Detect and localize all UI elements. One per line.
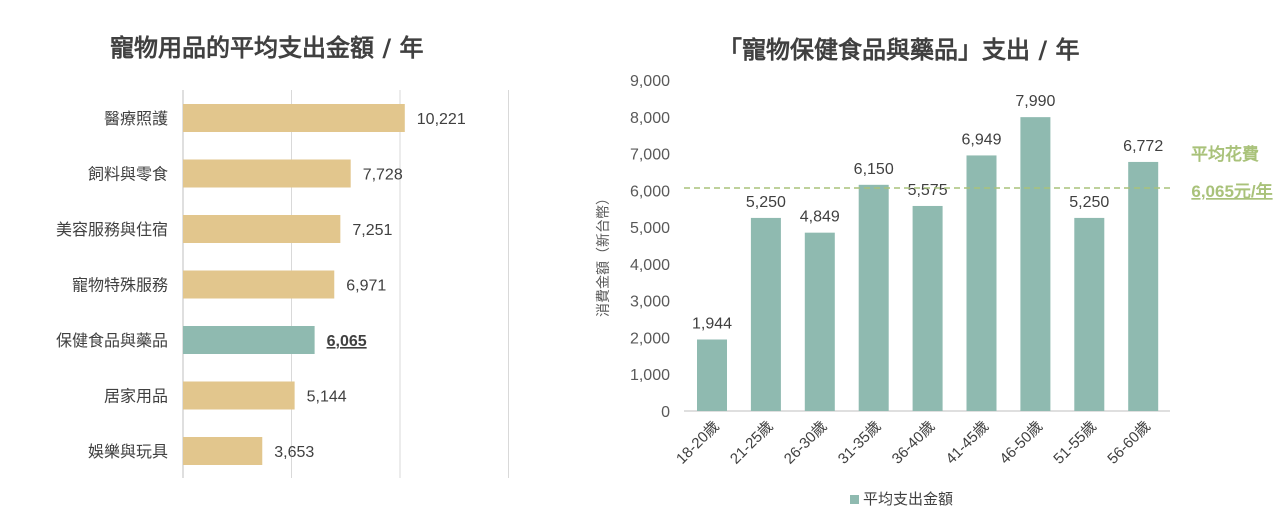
left-category-label: 飼料與零食 <box>88 166 168 184</box>
right-bar <box>1020 117 1051 411</box>
right-value-label: 6,150 <box>854 161 894 178</box>
right-ytick-label: 2,000 <box>630 330 670 347</box>
right-ytick-label: 9,000 <box>630 73 670 90</box>
right-ytick-label: 6,000 <box>630 183 670 200</box>
right-category-label: 36-40歲 <box>889 418 939 468</box>
left-bar <box>183 270 335 299</box>
left-bar <box>183 159 351 188</box>
left-value-label-highlight: 6,065 <box>327 333 367 350</box>
right-value-label: 5,575 <box>908 182 948 199</box>
right-ytick-label: 7,000 <box>630 147 670 164</box>
right-value-label: 4,849 <box>800 209 840 226</box>
right-value-label: 7,990 <box>1015 93 1055 110</box>
right-chart-svg: 0 1,000 2,000 3,000 4,000 5,000 6,000 7,000 8,00… <box>595 73 1273 508</box>
right-value-label: 6,772 <box>1123 138 1163 155</box>
left-bar <box>183 437 263 465</box>
right-bar <box>750 217 781 411</box>
legend-label: 平均支出金額 <box>863 491 953 508</box>
left-category-label: 居家用品 <box>104 388 168 406</box>
right-ytick-label: 5,000 <box>630 220 670 237</box>
left-bar <box>183 104 405 132</box>
left-value-label: 5,144 <box>307 389 347 406</box>
right-bar <box>858 184 889 411</box>
left-chart-title: 寵物用品的平均支出金額 / 年 <box>110 34 424 62</box>
left-value-label: 10,221 <box>417 111 466 128</box>
left-category-label: 醫療照護 <box>104 110 168 128</box>
left-chart-panel: 寵物用品的平均支出金額 / 年 醫療照護 10,221 飼料與零食 7,728 美容服務… <box>0 0 520 523</box>
right-bar <box>912 205 943 411</box>
right-category-label: 18-20歲 <box>673 418 723 468</box>
average-label-value: 6,065元/年 <box>1191 181 1272 201</box>
right-category-label: 51-55歲 <box>1050 418 1100 468</box>
right-bar <box>1074 217 1105 411</box>
right-category-label: 56-60歲 <box>1104 418 1154 468</box>
left-category-label: 娛樂與玩具 <box>88 443 168 461</box>
right-value-label: 6,949 <box>961 131 1001 148</box>
right-y-axis-title: 消費金額（新台幣） <box>595 191 611 317</box>
right-chart-panel: 「寵物保健食品與藥品」支出 / 年 0 1,000 2,000 3,000 4,000 5… <box>560 0 1284 523</box>
right-bar <box>966 155 997 411</box>
right-value-label: 5,250 <box>1069 194 1109 211</box>
right-category-label: 21-25歲 <box>727 418 777 468</box>
right-bar <box>1128 161 1159 411</box>
right-ytick-label: 1,000 <box>630 367 670 384</box>
left-category-label: 寵物特殊服務 <box>72 276 168 295</box>
right-category-label: 46-50歲 <box>996 418 1046 468</box>
average-label-title: 平均花費 <box>1191 144 1259 164</box>
right-ytick-label: 3,000 <box>630 294 670 311</box>
right-ytick-label: 4,000 <box>630 257 670 274</box>
right-value-label: 5,250 <box>746 194 786 211</box>
left-category-label: 美容服務與住宿 <box>56 221 168 239</box>
legend-swatch <box>850 495 859 504</box>
right-chart-title: 「寵物保健食品與藥品」支出 / 年 <box>718 36 1080 64</box>
left-value-label: 3,653 <box>274 444 314 461</box>
right-value-label: 1,944 <box>692 316 732 333</box>
right-category-label: 31-35歲 <box>835 418 885 468</box>
left-bar <box>183 215 341 243</box>
left-value-label: 7,251 <box>352 222 392 239</box>
right-ytick-label: 8,000 <box>630 110 670 127</box>
right-category-label: 41-45歲 <box>943 418 993 468</box>
right-bar <box>697 339 727 411</box>
right-ytick-label: 0 <box>661 404 670 421</box>
panel-divider <box>508 90 509 478</box>
left-bar <box>183 381 295 410</box>
left-value-label: 7,728 <box>363 167 403 184</box>
right-category-label: 26-30歲 <box>781 418 831 468</box>
left-category-label: 保健食品與藥品 <box>56 332 168 350</box>
right-bar <box>804 232 835 411</box>
left-bar <box>183 326 315 354</box>
left-value-label: 6,971 <box>346 278 386 295</box>
left-chart-svg: 醫療照護 10,221 飼料與零食 7,728 美容服務與住宿 7,251 寵物特殊服務 6,… <box>56 90 509 478</box>
